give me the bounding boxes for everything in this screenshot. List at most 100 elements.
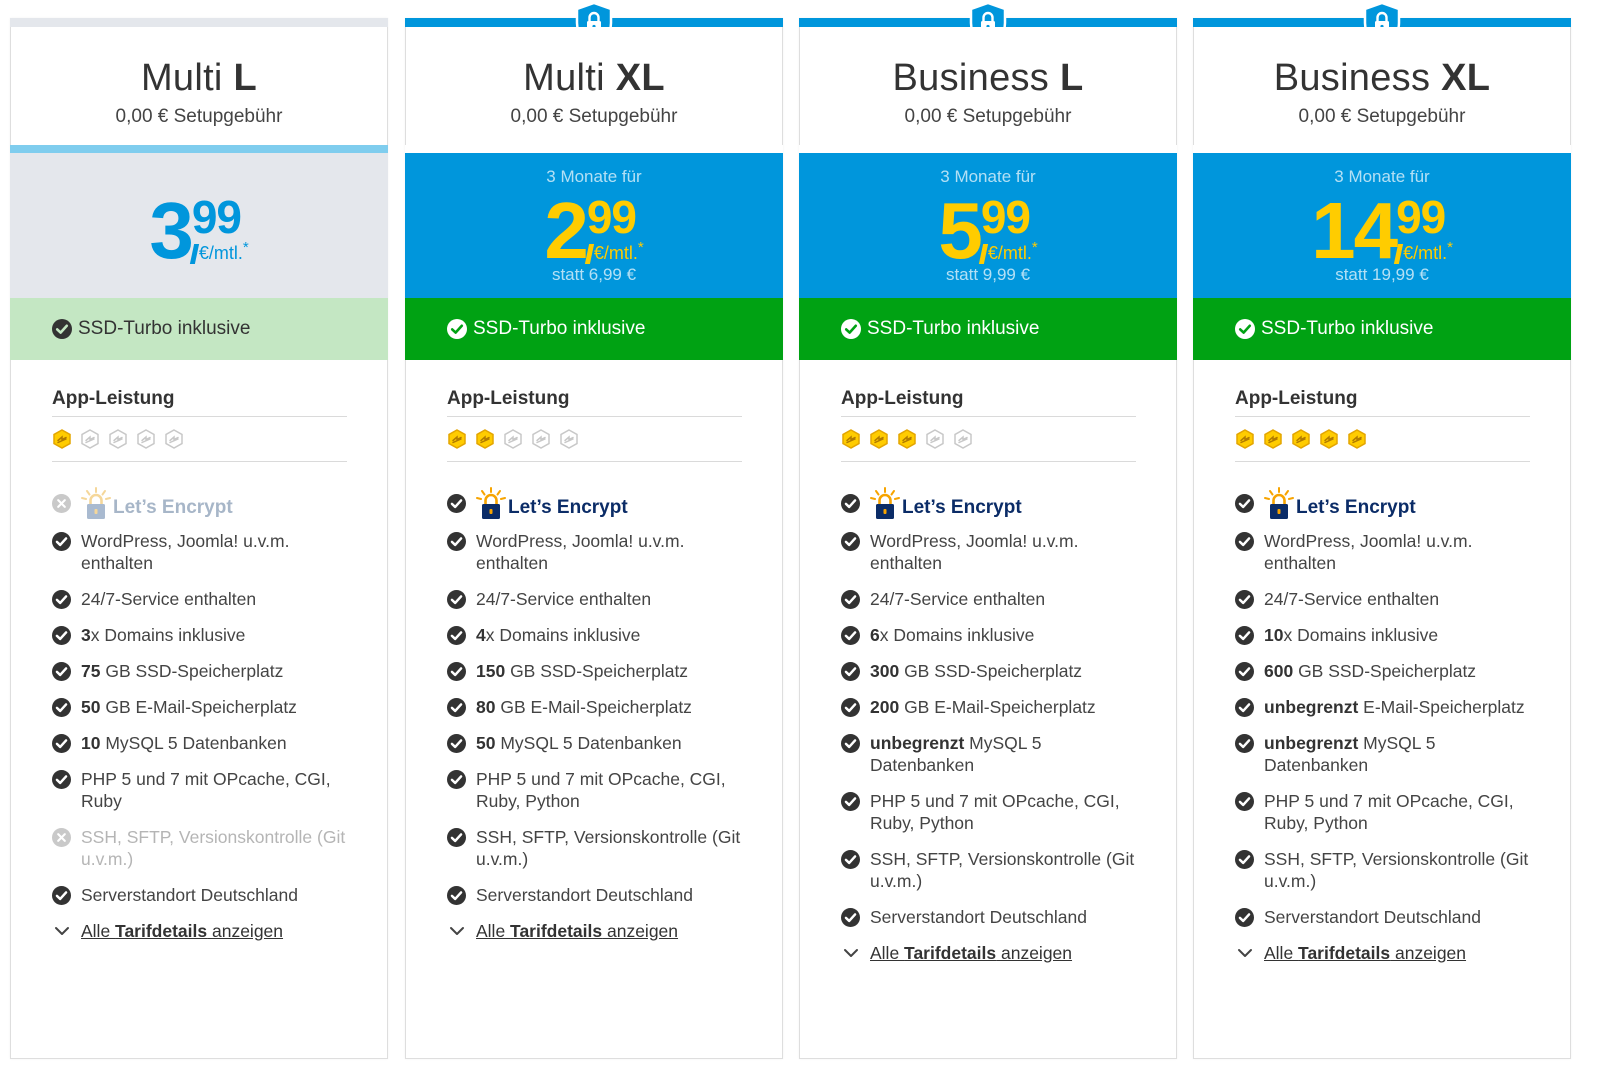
header-divider — [1193, 145, 1571, 153]
ssd-turbo-banner: SSD-Turbo inklusive — [405, 298, 783, 360]
plan-name-prefix: Multi — [140, 57, 223, 99]
details-strong: Tarifdetails — [510, 921, 603, 941]
app-performance-title: App-Leistung — [52, 388, 347, 417]
feature-text: 24/7-Service enthalten — [870, 589, 1046, 609]
price-decimal-wrap: 99 €/mtl.* — [1393, 191, 1453, 264]
plan-body: App-Leistung Let’s Encrypt WordPress, Joom… — [447, 361, 742, 942]
price-box: 3 Monate für 5 99 €/mtl.* statt 9,99 € — [799, 153, 1177, 300]
feature-lets-encrypt: Let’s Encrypt — [841, 487, 1136, 524]
performance-hex-icon — [1348, 429, 1366, 449]
price-comma — [584, 244, 594, 264]
check-circle-icon — [52, 662, 71, 681]
ssd-turbo-label: SSD-Turbo inklusive — [473, 318, 646, 339]
feature-text: PHP 5 und 7 mit OPcache, CGI, Ruby, Pyth… — [1264, 791, 1514, 833]
plan-name-suffix: XL — [615, 57, 665, 99]
check-circle-icon — [841, 532, 860, 551]
feature-item: unbegrenzt MySQL 5 Datenbanken — [1235, 732, 1530, 776]
plan-card: Multi XL 0,00 € Setupgebühr 3 Monate für 2 9… — [405, 1, 783, 1059]
check-circle-icon — [447, 662, 466, 681]
feature-list: Let’s Encrypt WordPress, Joomla! u.v.m. e… — [1235, 487, 1530, 928]
price-unit-text: €/mtl. — [198, 243, 243, 263]
details-post: anzeigen — [1390, 943, 1467, 963]
feature-text: GB SSD-Speicherplatz — [1293, 661, 1477, 681]
plan-header: Multi L 0,00 € Setupgebühr — [11, 27, 387, 145]
performance-hex-icon — [448, 429, 466, 449]
check-circle-icon — [447, 319, 467, 339]
check-circle-icon — [841, 590, 860, 609]
plan-name-suffix: L — [233, 57, 258, 99]
feature-text: PHP 5 und 7 mit OPcache, CGI, Ruby, Pyth… — [476, 769, 726, 811]
plan-name: Business L — [800, 57, 1176, 100]
feature-text: x Domains inklusive — [1283, 625, 1439, 645]
feature-value: 150 — [476, 661, 506, 681]
feature-text: E-Mail-Speicherplatz — [1358, 697, 1525, 717]
feature-text: MySQL 5 Datenbanken — [870, 733, 1042, 775]
plan-name: Multi L — [11, 57, 387, 100]
price-comma — [1393, 244, 1404, 264]
price-unit-text: €/mtl. — [987, 243, 1032, 263]
details-strong: Tarifdetails — [904, 943, 997, 963]
lets-encrypt-logo — [1264, 487, 1294, 519]
performance-hex-icon — [898, 429, 916, 449]
chevron-down-icon — [450, 927, 464, 935]
feature-text: GB SSD-Speicherplatz — [899, 661, 1083, 681]
check-circle-icon — [1235, 734, 1254, 753]
all-tariff-details-link[interactable]: Alle Tarifdetails anzeigen — [52, 920, 347, 942]
feature-text: Serverstandort Deutschland — [81, 885, 298, 905]
feature-item: PHP 5 und 7 mit OPcache, CGI, Ruby, Pyth… — [447, 768, 742, 812]
feature-item: 10 MySQL 5 Datenbanken — [52, 732, 347, 754]
check-circle-icon — [447, 698, 466, 717]
check-circle-icon — [1235, 532, 1254, 551]
feature-item: 4x Domains inklusive — [447, 624, 742, 646]
feature-item: WordPress, Joomla! u.v.m. enthalten — [52, 530, 347, 574]
feature-text: WordPress, Joomla! u.v.m. enthalten — [476, 531, 685, 573]
feature-item: 50 GB E-Mail-Speicherplatz — [52, 696, 347, 718]
price: 14 99 €/mtl.* — [1193, 191, 1571, 271]
feature-text: PHP 5 und 7 mit OPcache, CGI, Ruby, Pyth… — [870, 791, 1120, 833]
performance-hex-icon — [532, 429, 550, 449]
feature-value: 10 — [81, 733, 101, 753]
feature-item: 50 MySQL 5 Datenbanken — [447, 732, 742, 754]
check-circle-icon — [52, 590, 71, 609]
all-tariff-details-link[interactable]: Alle Tarifdetails anzeigen — [447, 920, 742, 942]
feature-list: Let’s Encrypt WordPress, Joomla! u.v.m. e… — [447, 487, 742, 906]
price-unit: €/mtl.* — [189, 239, 249, 264]
all-tariff-details-link[interactable]: Alle Tarifdetails anzeigen — [841, 942, 1136, 964]
feature-item: 75 GB SSD-Speicherplatz — [52, 660, 347, 682]
details-post: anzeigen — [602, 921, 679, 941]
price-integer: 2 — [544, 186, 588, 275]
all-tariff-details-link[interactable]: Alle Tarifdetails anzeigen — [1235, 942, 1530, 964]
performance-hex-icon — [1292, 429, 1310, 449]
feature-value: 3 — [81, 625, 91, 645]
price-decimal-wrap: 99 €/mtl.* — [978, 191, 1038, 264]
price-inner: 3 99 €/mtl.* — [149, 191, 248, 271]
app-performance-rating — [841, 417, 1136, 462]
setup-fee: 0,00 € Setupgebühr — [510, 106, 678, 127]
feature-item: 24/7-Service enthalten — [52, 588, 347, 610]
feature-item: 6x Domains inklusive — [841, 624, 1136, 646]
feature-item: 150 GB SSD-Speicherplatz — [447, 660, 742, 682]
plan-name-suffix: XL — [1441, 57, 1491, 99]
price-box: 3 Monate für 14 99 €/mtl.* statt 19,99 € — [1193, 153, 1571, 300]
feature-item: 200 GB E-Mail-Speicherplatz — [841, 696, 1136, 718]
performance-hex-icon — [870, 429, 888, 449]
feature-item: 300 GB SSD-Speicherplatz — [841, 660, 1136, 682]
details-post: anzeigen — [996, 943, 1073, 963]
check-circle-icon — [1235, 662, 1254, 681]
plan-name-prefix: Multi — [523, 57, 605, 99]
performance-hex-icon — [81, 429, 99, 449]
price-integer: 5 — [938, 186, 982, 275]
chevron-down-icon — [844, 949, 858, 957]
feature-text: Serverstandort Deutschland — [1264, 907, 1481, 927]
check-circle-icon — [841, 792, 860, 811]
feature-item: 3x Domains inklusive — [52, 624, 347, 646]
price-inner: 5 99 €/mtl.* — [938, 191, 1037, 271]
performance-hex-icon — [53, 429, 71, 449]
feature-text: x Domains inklusive — [879, 625, 1035, 645]
chevron-down-icon — [55, 927, 69, 935]
feature-item: 24/7-Service enthalten — [841, 588, 1136, 610]
feature-text: SSH, SFTP, Versionskontrolle (Git u.v.m.… — [1264, 849, 1529, 891]
price-decimal-wrap: 99 €/mtl.* — [189, 191, 249, 264]
details-strong: Tarifdetails — [115, 921, 208, 941]
performance-hex-icon — [165, 429, 183, 449]
